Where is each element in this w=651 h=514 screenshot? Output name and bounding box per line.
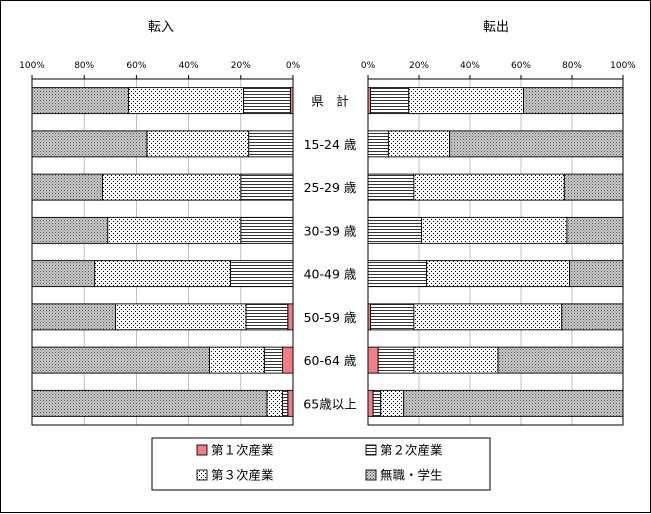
plot-area: [31, 78, 294, 426]
bar-in-4-5: [31, 260, 96, 288]
bar-out-2-7: [377, 346, 415, 374]
tick-label: 0%: [361, 61, 376, 71]
bar-in-4-8: [31, 389, 268, 417]
bar-out-2-5: [367, 260, 428, 288]
legend-label: 第２次産業: [380, 443, 443, 458]
legend-swatch: [365, 444, 377, 456]
bar-out-3-2: [387, 130, 451, 158]
bar-in-1-6: [287, 303, 294, 331]
bar-out-4-2: [449, 130, 624, 158]
bar-out-3-1: [408, 87, 524, 115]
legend-label: 無職・学生: [380, 468, 443, 483]
bar-out-1-8: [367, 389, 374, 417]
tick-label: 80%: [562, 61, 582, 71]
bar-out-4-8: [403, 389, 624, 417]
bar-in-4-1: [31, 87, 130, 115]
bar-out-2-6: [370, 303, 415, 331]
category-label: 30-39 歳: [304, 223, 357, 238]
bar-in-2-3: [240, 173, 294, 201]
bar-out-2-1: [370, 87, 410, 115]
bar-out-2-3: [367, 173, 415, 201]
bar-in-2-6: [245, 303, 289, 331]
bar-out-3-6: [413, 303, 563, 331]
tick-label: 80%: [74, 61, 94, 71]
bar-in-3-4: [107, 216, 242, 244]
bar-in-1-8: [287, 389, 294, 417]
category-label: 15-24 歳: [304, 137, 357, 152]
plot-area: [367, 78, 624, 426]
tick-label: 100%: [610, 61, 636, 71]
bar-out-2-2: [367, 130, 389, 158]
bar-in-3-3: [102, 173, 242, 201]
bar-in-2-5: [229, 260, 294, 288]
tick-label: 20%: [409, 61, 429, 71]
bar-in-1-7: [282, 346, 294, 374]
bar-out-4-3: [563, 173, 624, 201]
bar-out-4-4: [566, 216, 624, 244]
bar-in-3-5: [94, 260, 231, 288]
bar-in-4-4: [31, 216, 109, 244]
bar-out-3-7: [413, 346, 499, 374]
tick-label: 20%: [231, 61, 251, 71]
bar-in-2-7: [263, 346, 284, 374]
bar-in-3-2: [146, 130, 250, 158]
bar-out-2-8: [372, 389, 382, 417]
bar-out-2-4: [367, 216, 422, 244]
tick-label: 40%: [179, 61, 199, 71]
tick-label: 40%: [460, 61, 480, 71]
category-label: 65歳以上: [303, 396, 356, 411]
bar-in-4-6: [31, 303, 116, 331]
chart-title-out: 転出: [483, 20, 509, 35]
bar-in-4-2: [31, 130, 148, 158]
bar-out-4-5: [569, 260, 624, 288]
bar-out-4-1: [523, 87, 624, 115]
bar-out-1-7: [367, 346, 379, 374]
bar-out-3-3: [413, 173, 565, 201]
tick-label: 100%: [19, 61, 45, 71]
tick-label: 0%: [286, 61, 301, 71]
legend-swatch: [196, 469, 208, 481]
bar-in-2-8: [282, 389, 289, 417]
category-label: 40-49 歳: [304, 267, 357, 282]
category-labels: 県 計 15-24 歳 25-29 歳 30-39 歳 40-49 歳 50-59 歳 60…: [303, 94, 357, 412]
bar-out-4-7: [497, 346, 624, 374]
chart-title-in: 転入: [148, 20, 174, 35]
category-label: 県 計: [311, 94, 349, 109]
legend-box: [151, 437, 491, 491]
bar-in-2-1: [242, 87, 291, 115]
bar-in-4-7: [31, 346, 210, 374]
tick-label: 60%: [511, 61, 531, 71]
chart-in-transfer: 転入 100% 80% 60% 40% 20% 0%: [19, 20, 301, 426]
bar-out-4-6: [561, 303, 624, 331]
bar-out-3-8: [380, 389, 405, 417]
bar-in-2-4: [240, 216, 294, 244]
bar-in-3-8: [266, 389, 284, 417]
category-label: 60-64 歳: [304, 353, 357, 368]
legend-label: 第１次産業: [211, 443, 274, 458]
category-label: 50-59 歳: [304, 310, 357, 325]
bar-in-3-1: [128, 87, 244, 115]
bar-in-4-3: [31, 173, 103, 201]
bar-in-3-6: [115, 303, 247, 331]
bar-out-3-5: [426, 260, 570, 288]
category-label: 25-29 歳: [304, 180, 357, 195]
bar-in-2-2: [248, 130, 294, 158]
bar-in-3-7: [209, 346, 265, 374]
bar-out-3-4: [421, 216, 568, 244]
legend-label: 第３次産業: [211, 468, 274, 483]
tick-label: 60%: [126, 61, 146, 71]
chart-out-transfer: 転出 0% 20% 40% 60% 80% 100%: [361, 20, 636, 426]
legend-swatch: [196, 444, 208, 456]
legend-swatch: [365, 469, 377, 481]
